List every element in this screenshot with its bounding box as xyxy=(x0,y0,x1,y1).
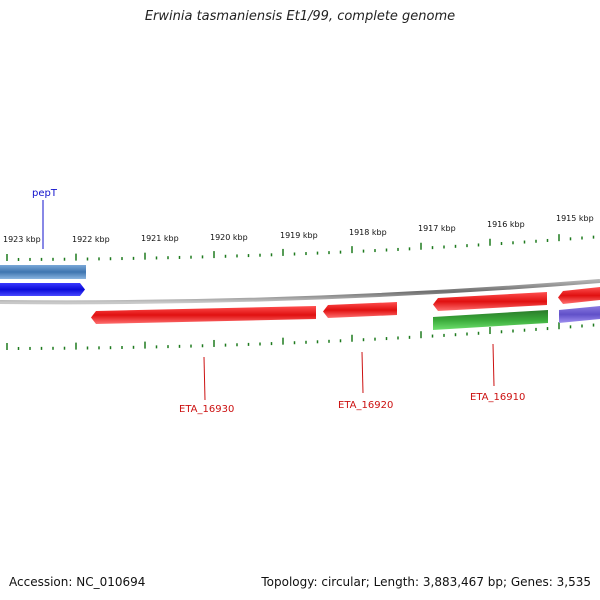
forward-features xyxy=(0,265,86,296)
feature-steelblue xyxy=(0,265,86,279)
scale-label: 1920 kbp xyxy=(210,233,248,242)
gene-label-pepT: pepT xyxy=(32,188,58,199)
genome-summary-text: Topology: circular; Length: 3,883,467 bp… xyxy=(261,575,591,589)
scale-labels: 1923 kbp 1922 kbp 1921 kbp 1920 kbp 1919… xyxy=(3,214,594,244)
map-title: Erwinia tasmaniensis Et1/99, complete ge… xyxy=(144,9,456,24)
feature-green xyxy=(433,310,548,330)
reverse-features xyxy=(91,287,600,330)
feature-ETA_16920 xyxy=(323,302,397,318)
outer-scale-ticks xyxy=(6,234,595,261)
feature-pepT xyxy=(0,283,85,296)
scale-label: 1917 kbp xyxy=(418,224,456,233)
gene-labels: pepT ETA_16930 ETA_16920 ETA_16910 xyxy=(32,188,525,415)
gene-label-ETA_16920: ETA_16920 xyxy=(338,400,393,411)
scale-label: 1918 kbp xyxy=(349,228,387,237)
scale-label: 1922 kbp xyxy=(72,235,110,244)
gene-label-ETA_16910: ETA_16910 xyxy=(470,392,525,403)
gene-label-ETA_16930: ETA_16930 xyxy=(179,404,234,415)
label-line-ETA_16930 xyxy=(203,356,206,401)
feature-ETA_16910 xyxy=(433,292,547,311)
inner-scale-ticks xyxy=(6,322,595,350)
scale-label: 1916 kbp xyxy=(487,220,525,229)
feature-red-right xyxy=(558,287,600,304)
label-line-ETA_16910 xyxy=(492,343,495,387)
accession-text: Accession: NC_010694 xyxy=(9,575,146,589)
label-line-ETA_16920 xyxy=(361,351,364,394)
genome-backbone xyxy=(0,279,600,305)
scale-label: 1921 kbp xyxy=(141,234,179,243)
feature-purple xyxy=(559,306,600,323)
scale-label: 1923 kbp xyxy=(3,235,41,244)
scale-label: 1919 kbp xyxy=(280,231,318,240)
feature-ETA_16930 xyxy=(91,306,316,324)
scale-label: 1915 kbp xyxy=(556,214,594,223)
